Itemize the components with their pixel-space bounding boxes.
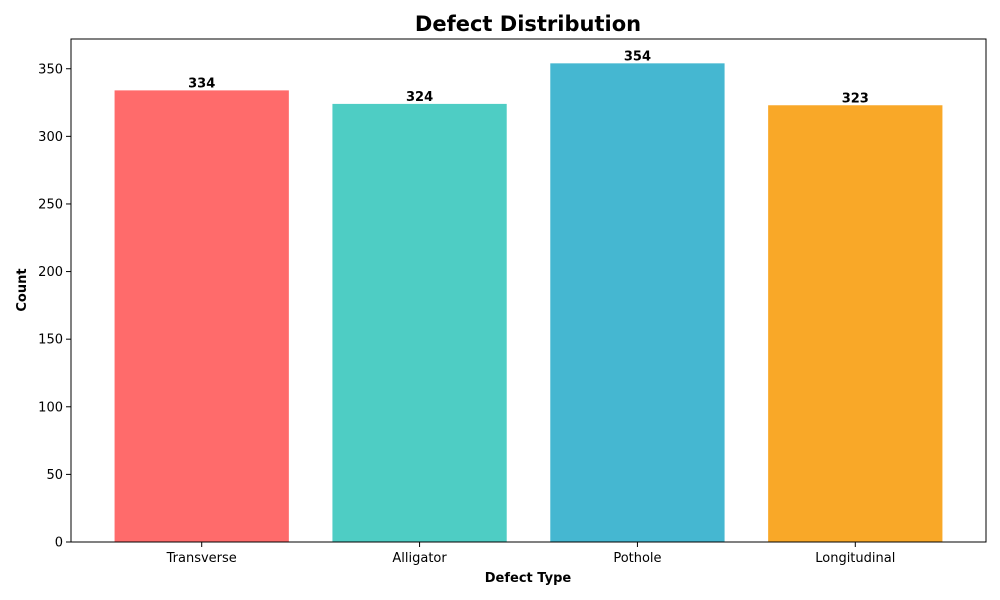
bar-alligator xyxy=(332,103,507,543)
data-label-transverse: 334 xyxy=(188,76,215,91)
bar-transverse xyxy=(114,90,289,542)
y-tick-label: 200 xyxy=(38,265,63,280)
y-tick-label: 300 xyxy=(38,130,63,145)
y-axis-label: Count xyxy=(15,268,30,311)
x-tick-label-alligator: Alligator xyxy=(392,551,447,566)
y-tick-label: 50 xyxy=(46,468,63,483)
x-axis-label: Defect Type xyxy=(485,571,572,586)
x-tick-label-pothole: Pothole xyxy=(613,551,661,566)
data-label-pothole: 354 xyxy=(624,49,651,64)
data-label-longitudinal: 323 xyxy=(842,91,869,106)
x-tick-label-longitudinal: Longitudinal xyxy=(815,551,895,566)
y-tick-label: 350 xyxy=(38,62,63,77)
bar-pothole xyxy=(550,63,725,543)
bar-longitudinal xyxy=(768,105,943,542)
y-tick-label: 250 xyxy=(38,197,63,212)
plot-frame xyxy=(70,38,987,543)
data-label-alligator: 324 xyxy=(406,90,433,105)
x-tick-label-transverse: Transverse xyxy=(166,551,237,566)
plot-area: 334 324 354 323 0 50 100 150 200 250 300 350 Transve… xyxy=(38,49,943,566)
y-tick-label: 0 xyxy=(55,536,63,551)
y-tick-label: 100 xyxy=(38,400,63,415)
chart-title: Defect Distribution xyxy=(415,12,641,36)
y-tick-label: 150 xyxy=(38,333,63,348)
